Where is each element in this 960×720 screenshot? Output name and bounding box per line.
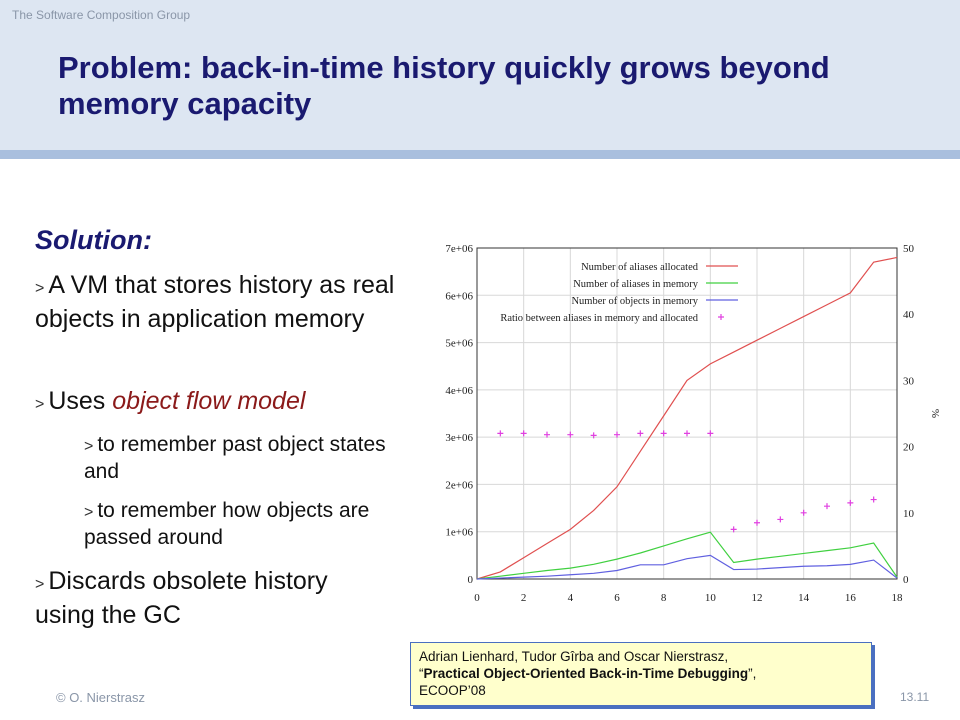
x-tick-label: 4 (568, 592, 574, 604)
sub-bullet-states: > to remember past object states and (84, 432, 404, 484)
series-line-2 (476, 531, 898, 580)
y-tick-label: 2e+06 (445, 479, 473, 491)
y-tick-label: 7e+06 (445, 243, 473, 255)
bullet-text: A VM that stores history as real objects… (35, 271, 395, 333)
ratio-point (870, 496, 877, 503)
bullet-emphasis: object flow model (112, 387, 306, 415)
y-tick-label: 0 (468, 574, 474, 586)
header-divider (0, 150, 960, 159)
series-line-1 (476, 256, 898, 580)
legend-label: Number of aliases in memory (573, 279, 699, 290)
y-tick-label: 1e+06 (445, 527, 473, 539)
bullet-text: to remember past object states and (84, 433, 386, 483)
x-tick-label: 2 (521, 592, 527, 604)
citation-title-line: “Practical Object-Oriented Back-in-Time … (419, 665, 863, 682)
ratio-point (660, 430, 667, 437)
y-tick-label: 5e+06 (445, 338, 473, 350)
bullet-text: to remember how objects are passed aroun… (84, 499, 370, 549)
legend-label: Number of objects in memory (571, 296, 698, 307)
ratio-point (777, 516, 784, 523)
x-tick-label: 18 (892, 592, 904, 604)
y2-tick-label: 50 (903, 243, 915, 255)
y2-tick-label: 40 (903, 309, 915, 321)
y2-tick-label: 0 (903, 574, 909, 586)
ratio-point (754, 519, 760, 526)
bullet-prefix: Uses (48, 387, 106, 415)
y2-tick-label: 30 (903, 375, 915, 387)
ratio-point (684, 430, 690, 437)
ratio-point (544, 431, 550, 438)
slide-title: Problem: back-in-time history quickly gr… (58, 50, 830, 121)
solution-heading: Solution: (35, 225, 152, 255)
bullet-marker: > (35, 280, 45, 297)
history-growth-chart: 0 2 4 6 8 10 12 14 16 18 0 1e+06 2e+06 3e+06 4e+06 5e+0… (445, 243, 940, 604)
y2-axis-label: % (929, 409, 940, 418)
bullet-marker: > (35, 396, 45, 413)
header-band (0, 0, 960, 150)
ratio-point (730, 526, 737, 533)
legend-label: Ratio between aliases in memory and allo… (500, 313, 698, 324)
x-tick-label: 16 (845, 592, 857, 604)
bullet-marker: > (35, 576, 45, 593)
series-line-3 (476, 554, 898, 580)
citation-box: Adrian Lienhard, Tudor Gîrba and Oscar N… (410, 642, 872, 706)
bullet-marker: > (84, 438, 94, 455)
x-tick-label: 14 (798, 592, 810, 604)
citation-title: Practical Object-Oriented Back-in-Time D… (423, 666, 749, 681)
ratio-point (614, 431, 620, 438)
ratio-point (824, 503, 830, 510)
ratio-point (520, 430, 527, 437)
x-tick-label: 6 (614, 592, 620, 604)
legend-label: Number of aliases allocated (581, 262, 699, 273)
ratio-point (497, 430, 504, 437)
citation-venue: ECOOP’08 (419, 683, 486, 698)
x-tick-label: 10 (705, 592, 717, 604)
bullet-marker: > (84, 504, 94, 521)
x-tick-label: 12 (752, 592, 763, 604)
y2-tick-label: 20 (903, 442, 915, 454)
citation-authors: Adrian Lienhard, Tudor Gîrba and Oscar N… (419, 649, 729, 664)
ratio-point (637, 430, 644, 437)
y-tick-label: 3e+06 (445, 432, 473, 444)
bullet-text: Discards obsolete history using the GC (35, 567, 328, 629)
citation-quote-open: “ (419, 666, 424, 681)
bullet-vm: > A VM that stores history as real object… (35, 270, 400, 334)
y2-tick-label: 10 (903, 508, 915, 520)
bullet-gc: > Discards obsolete history using the GC (35, 566, 365, 630)
x-tick-label: 8 (661, 592, 667, 604)
ratio-point (800, 509, 807, 516)
ratio-point (847, 499, 854, 506)
citation-quote-close: ”, (748, 666, 757, 681)
plot-frame (476, 247, 898, 580)
sub-bullet-passed: > to remember how objects are passed arou… (84, 498, 404, 550)
page-number: 13.11 (900, 690, 930, 704)
ratio-point (567, 431, 574, 438)
ratio-point (590, 432, 597, 439)
group-label: The Software Composition Group (12, 8, 191, 22)
bullet-object-flow: > Uses object flow model (35, 386, 400, 420)
legend-swatch (718, 314, 724, 320)
x-tick-label: 0 (474, 592, 480, 604)
y-tick-label: 6e+06 (445, 290, 473, 302)
ratio-point (707, 430, 714, 437)
y-tick-label: 4e+06 (445, 385, 473, 397)
footer-author: © O. Nierstrasz (56, 690, 146, 705)
